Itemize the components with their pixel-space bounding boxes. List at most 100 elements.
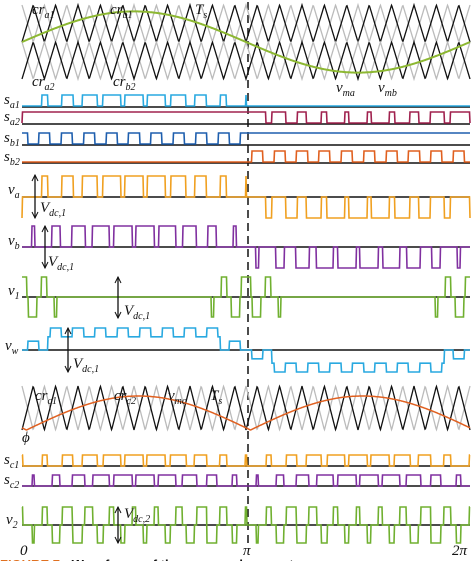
label: ϕ — [22, 430, 30, 446]
modulating-wave — [21, 395, 471, 431]
label-sub: c1 — [48, 396, 57, 407]
label-sub: b1 — [10, 138, 20, 149]
label-sub: dc,1 — [57, 262, 74, 273]
axis-label: 0 — [20, 543, 28, 559]
label: Vdc,1 — [48, 254, 74, 273]
label-sub: a1 — [10, 100, 20, 111]
label-main: v — [6, 512, 13, 528]
label: sb2 — [4, 149, 20, 168]
label: sb1 — [4, 130, 20, 149]
label-main: cr — [110, 2, 123, 18]
label-sub: b — [15, 241, 20, 252]
label-sub: w — [12, 346, 19, 357]
label-sub: a2 — [10, 117, 20, 128]
label: v1 — [8, 283, 20, 302]
caption-label: FIGURE 7. — [0, 557, 64, 561]
label-sub: c1 — [10, 460, 19, 471]
label-main: T — [195, 2, 205, 18]
label-main: V — [48, 254, 59, 270]
label-sub: c2 — [127, 396, 136, 407]
label-main: s — [4, 92, 10, 108]
label-main: V — [124, 506, 135, 522]
label-main: s — [4, 130, 10, 146]
label: cra2 — [32, 74, 55, 93]
label-main: s — [4, 472, 10, 488]
label-main: s — [4, 149, 10, 165]
label-sub: dc,1 — [82, 364, 99, 375]
arrow-head — [31, 173, 39, 220]
label-sub: s — [218, 396, 222, 407]
label-sub: ma — [343, 88, 355, 99]
label: crc2 — [114, 388, 136, 407]
label-sub: 1 — [15, 291, 20, 302]
label-main: cr — [32, 74, 45, 90]
label-sub: mb — [385, 88, 397, 99]
label-main: ϕ — [22, 430, 30, 446]
label: va — [8, 182, 20, 201]
carrier — [21, 2, 471, 45]
label-main: cr — [35, 388, 48, 404]
label: Vdc,2 — [124, 506, 150, 525]
label-main: s — [4, 452, 10, 468]
arrow-head — [114, 275, 122, 320]
label-main: V — [124, 303, 135, 319]
label: sc1 — [4, 452, 19, 471]
label: sa2 — [4, 109, 20, 128]
label-main: v — [8, 182, 15, 198]
arrow-head — [64, 326, 72, 374]
axis-label: π — [243, 543, 251, 559]
carrier — [21, 39, 471, 82]
label: Vdc,1 — [73, 356, 99, 375]
label-main: v — [5, 338, 12, 354]
label-main: v — [336, 80, 343, 96]
label: Ts — [195, 2, 207, 21]
output-voltage — [21, 506, 471, 544]
label: crb2 — [113, 74, 136, 93]
label-sub: dc,2 — [133, 514, 150, 525]
label: vmb — [378, 80, 397, 99]
common-voltage — [22, 327, 470, 373]
phase-voltage — [21, 175, 471, 219]
label-main: V — [73, 356, 84, 372]
label-main: cr — [113, 74, 126, 90]
switching-signal — [22, 132, 470, 145]
label-main: T — [210, 388, 220, 404]
label-main: cr — [114, 388, 127, 404]
label-sub: a2 — [45, 82, 55, 93]
label: vma — [336, 80, 355, 99]
label-main: s — [4, 109, 10, 125]
label-main: v — [378, 80, 385, 96]
arrow-head — [114, 505, 122, 545]
label: v2 — [6, 512, 18, 531]
switching-signal — [22, 150, 470, 163]
switching-signal — [21, 454, 471, 467]
label-sub: c2 — [10, 480, 19, 491]
switching-signal — [21, 111, 471, 124]
arrow-head — [41, 224, 49, 270]
line-voltage — [22, 276, 470, 318]
phase-voltage — [22, 225, 470, 269]
label-sub: dc,1 — [49, 208, 66, 219]
label: Ts — [210, 388, 222, 407]
carrier — [21, 384, 471, 432]
label-sub: 2 — [13, 520, 18, 531]
label: sa1 — [4, 92, 20, 111]
label: Vdc,1 — [40, 200, 66, 219]
carrier-gray — [21, 2, 471, 45]
modulating-wave — [21, 10, 471, 74]
label-sub: mc — [175, 396, 187, 407]
label-main: v — [168, 388, 175, 404]
carrier-gray — [21, 384, 471, 432]
label: crb1 — [110, 2, 133, 21]
label: Vdc,1 — [124, 303, 150, 322]
label-main: V — [40, 200, 51, 216]
switching-signal — [22, 474, 470, 487]
label-sub: a — [15, 190, 20, 201]
carrier-gray — [21, 39, 471, 82]
caption: FIGURE 7. Waveforms of the proposed conve… — [0, 557, 309, 561]
label-main: cr — [32, 2, 45, 18]
label: vmc — [168, 388, 187, 407]
caption-text: Waveforms of the proposed converter. — [72, 557, 309, 561]
label-sub: a1 — [45, 10, 55, 21]
